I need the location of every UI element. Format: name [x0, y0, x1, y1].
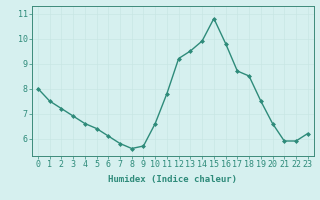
X-axis label: Humidex (Indice chaleur): Humidex (Indice chaleur) — [108, 175, 237, 184]
